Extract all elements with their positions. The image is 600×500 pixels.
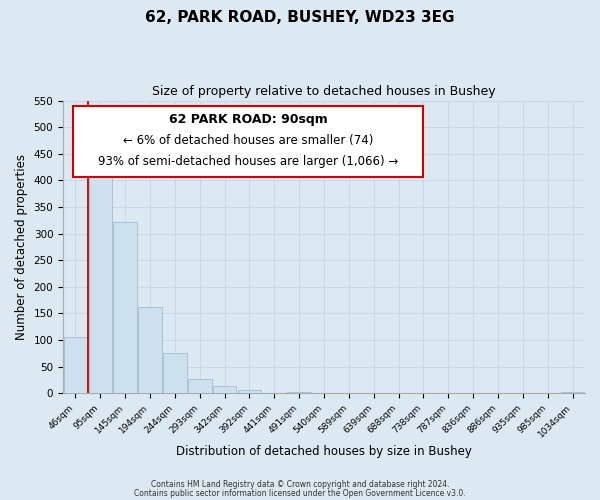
Text: 93% of semi-detached houses are larger (1,066) →: 93% of semi-detached houses are larger (… xyxy=(98,154,398,168)
Text: 62 PARK ROAD: 90sqm: 62 PARK ROAD: 90sqm xyxy=(169,112,328,126)
Bar xyxy=(188,379,212,393)
Bar xyxy=(163,354,187,393)
Y-axis label: Number of detached properties: Number of detached properties xyxy=(15,154,28,340)
Text: 62, PARK ROAD, BUSHEY, WD23 3EG: 62, PARK ROAD, BUSHEY, WD23 3EG xyxy=(145,10,455,25)
Bar xyxy=(64,338,87,393)
Text: Contains public sector information licensed under the Open Government Licence v3: Contains public sector information licen… xyxy=(134,489,466,498)
Bar xyxy=(113,222,137,393)
Bar xyxy=(238,390,261,393)
Title: Size of property relative to detached houses in Bushey: Size of property relative to detached ho… xyxy=(152,85,496,98)
Bar xyxy=(213,386,236,393)
Bar xyxy=(138,307,162,393)
Bar xyxy=(89,166,112,393)
Text: ← 6% of detached houses are smaller (74): ← 6% of detached houses are smaller (74) xyxy=(123,134,374,146)
FancyBboxPatch shape xyxy=(73,106,423,176)
Bar xyxy=(287,392,311,393)
Text: Contains HM Land Registry data © Crown copyright and database right 2024.: Contains HM Land Registry data © Crown c… xyxy=(151,480,449,489)
Bar xyxy=(561,392,584,393)
X-axis label: Distribution of detached houses by size in Bushey: Distribution of detached houses by size … xyxy=(176,444,472,458)
